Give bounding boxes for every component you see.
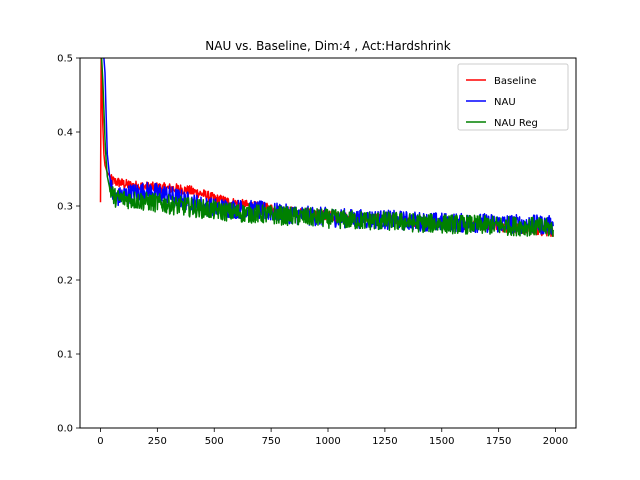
y-tick-label: 0.0 (57, 424, 73, 435)
y-tick-label: 0.1 (57, 350, 73, 361)
x-tick-label: 1000 (315, 436, 340, 447)
y-tick-label: 0.3 (57, 202, 73, 213)
plot-lines (99, 58, 554, 238)
legend: Baseline NAU NAU Reg (457, 63, 569, 131)
chart-title: NAU vs. Baseline, Dim:4 , Act:Hardshrink (205, 39, 450, 53)
x-tick-label: 0 (97, 436, 103, 447)
x-tick-label: 250 (148, 436, 167, 447)
y-tick-label: 0.5 (57, 54, 73, 65)
x-tick-label: 2000 (543, 436, 568, 447)
y-tick-label: 0.4 (57, 128, 73, 139)
x-tick-label: 500 (205, 436, 224, 447)
x-tick-label: 1750 (486, 436, 511, 447)
legend-label: Baseline (494, 76, 536, 87)
x-tick-label: 750 (262, 436, 281, 447)
y-tick-label: 0.2 (57, 276, 73, 287)
x-tick-label: 1250 (372, 436, 397, 447)
x-axis: 0 250 500 750 1000 1250 1500 1750 2000 (97, 428, 568, 447)
legend-label: NAU Reg (494, 118, 538, 129)
legend-label: NAU (494, 97, 516, 108)
y-axis: 0.0 0.1 0.2 0.3 0.4 0.5 (57, 54, 80, 435)
x-tick-label: 1500 (429, 436, 454, 447)
series-line-nau-reg (100, 58, 554, 238)
